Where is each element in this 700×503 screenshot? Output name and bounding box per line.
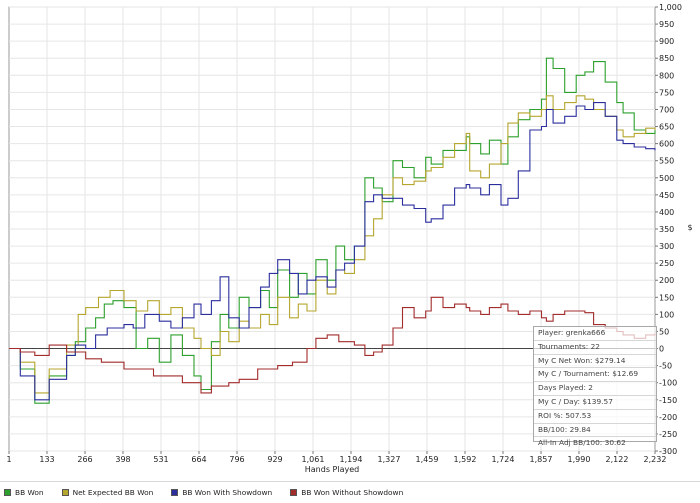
x-tick-label: 1,459 — [416, 455, 439, 464]
y-tick-label: 0 — [659, 345, 664, 354]
y-tick-label: -200 — [659, 413, 677, 422]
x-axis-title: Hands Played — [305, 465, 359, 474]
y-tick-label: 50 — [659, 327, 669, 336]
legend-swatch — [61, 489, 69, 496]
stat-per-day: My C / Day: $139.57 — [534, 396, 656, 410]
y-tick-label: 550 — [659, 157, 674, 166]
series-line-bb-won-without-showdown — [9, 296, 656, 394]
y-tick-label: 250 — [659, 259, 674, 268]
x-tick-label: 1 — [6, 455, 11, 464]
stat-net-won: My C Net Won: $279.14 — [534, 355, 656, 369]
x-tick-label: 266 — [77, 455, 92, 464]
x-tick-label: 1,061 — [302, 455, 325, 464]
legend-item-bb-won[interactable]: BB Won — [4, 488, 44, 497]
y-tick-label: 600 — [659, 140, 674, 149]
legend-label: Net Expected BB Won — [72, 488, 154, 497]
y-tick-label: 200 — [659, 276, 674, 285]
stat-per-tournament: My C / Tournament: $12.69 — [534, 368, 656, 383]
stat-allin-bb-100: All-In Adj BB/100: 30.62 — [538, 438, 626, 448]
legend-item-with-showdown[interactable]: BB Won With Showdown — [171, 488, 272, 497]
y-tick-label: 450 — [659, 191, 674, 200]
stat-player: Player: grenka666 — [534, 327, 656, 341]
y-tick-label: -150 — [659, 396, 677, 405]
legend-swatch — [290, 489, 298, 496]
x-tick-label: 2,122 — [606, 455, 629, 464]
y-tick-label: 1,000 — [659, 3, 682, 12]
y-axis-title: $ — [687, 223, 692, 232]
y-tick-label: 800 — [659, 71, 674, 80]
y-tick-label: 300 — [659, 242, 674, 251]
legend-label: BB Won With Showdown — [182, 488, 273, 497]
series-line-bb-won-with-showdown — [9, 102, 656, 401]
y-tick-label: 500 — [659, 174, 674, 183]
stat-tournaments: Tournaments: 22 — [534, 341, 656, 355]
legend-label: BB Won — [15, 488, 44, 497]
x-tick-label: 1,327 — [378, 455, 401, 464]
x-tick-label: 1,194 — [340, 455, 363, 464]
x-tick-label: 1,990 — [568, 455, 591, 464]
y-tick-label: 900 — [659, 37, 674, 46]
line-chart: 1,00095090085080075070065060055050045040… — [6, 3, 692, 474]
legend-swatch — [171, 489, 179, 496]
stat-days-played: Days Played: 2 — [534, 382, 656, 396]
y-tick-label: 700 — [659, 105, 674, 114]
y-tick-label: 100 — [659, 310, 674, 319]
series-line-net-expected-bb-won — [9, 95, 656, 394]
y-tick-label: -250 — [659, 430, 677, 439]
x-tick-label: 1,857 — [530, 455, 553, 464]
stat-bb-100: BB/100: 29.84 — [534, 424, 656, 438]
y-tick-label: 400 — [659, 208, 674, 217]
legend-item-net-expected[interactable]: Net Expected BB Won — [61, 488, 154, 497]
y-tick-label: 950 — [659, 20, 674, 29]
legend-swatch — [4, 489, 11, 496]
legend-label: BB Won Without Showdown — [301, 488, 404, 497]
stat-roi: ROI %: 507.53 — [534, 410, 656, 424]
stats-box: Player: grenka666 Tournaments: 22 My C N… — [533, 326, 657, 447]
x-tick-label: 664 — [191, 455, 206, 464]
y-tick-label: -100 — [659, 379, 677, 388]
x-tick-label: 1,724 — [492, 455, 515, 464]
x-tick-label: 796 — [229, 455, 244, 464]
x-tick-label: 1,592 — [454, 455, 477, 464]
x-tick-label: 2,232 — [644, 455, 667, 464]
y-tick-label: 150 — [659, 293, 674, 302]
chart-legend: BB Won Net Expected BB Won BB Won With S… — [0, 481, 700, 503]
y-tick-label: 350 — [659, 225, 674, 234]
legend-item-without-showdown[interactable]: BB Won Without Showdown — [290, 488, 403, 497]
x-tick-label: 929 — [267, 455, 282, 464]
y-tick-label: 850 — [659, 54, 674, 63]
x-tick-label: 133 — [39, 455, 54, 464]
y-tick-label: -300 — [659, 447, 677, 456]
x-tick-label: 398 — [115, 455, 130, 464]
y-tick-label: 650 — [659, 123, 674, 132]
series-line-bb-won — [9, 57, 656, 404]
y-tick-label: 750 — [659, 88, 674, 97]
y-tick-label: -50 — [659, 362, 672, 371]
x-tick-label: 531 — [153, 455, 168, 464]
